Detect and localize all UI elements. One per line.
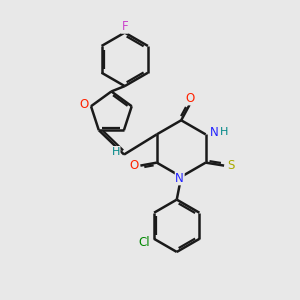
Text: F: F [122, 20, 128, 33]
Text: O: O [185, 92, 194, 105]
Text: N: N [175, 172, 184, 185]
Text: H: H [112, 147, 120, 157]
Text: N: N [210, 125, 218, 139]
Text: H: H [220, 127, 228, 137]
Text: Cl: Cl [139, 236, 150, 249]
Text: O: O [80, 98, 89, 111]
Text: S: S [227, 159, 234, 172]
Text: O: O [129, 159, 139, 172]
